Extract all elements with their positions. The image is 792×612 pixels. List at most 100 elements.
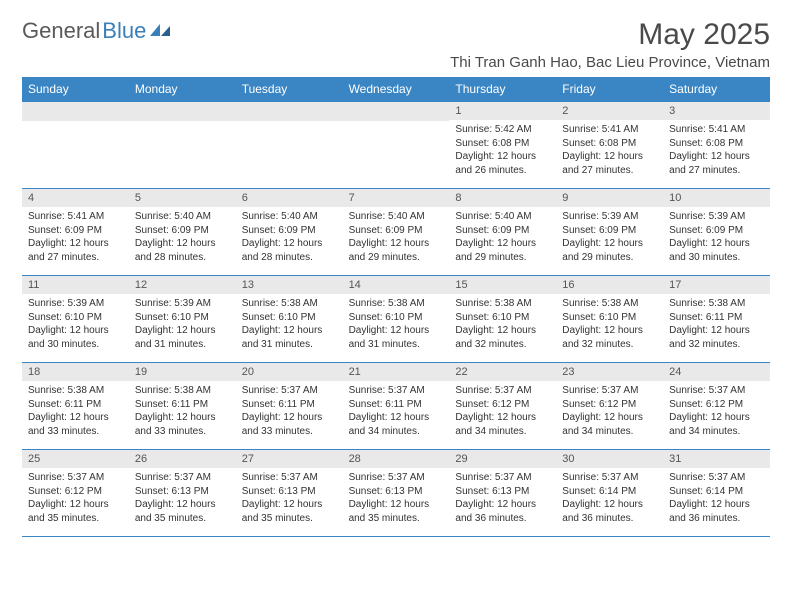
sunset-text: Sunset: 6:08 PM: [455, 137, 550, 151]
sunrise-text: Sunrise: 5:37 AM: [28, 471, 123, 485]
sunrise-text: Sunrise: 5:41 AM: [669, 123, 764, 137]
daylight-text: Daylight: 12 hours and 32 minutes.: [669, 324, 764, 351]
day-number: 15: [449, 276, 556, 294]
day-cell: 24Sunrise: 5:37 AMSunset: 6:12 PMDayligh…: [663, 363, 770, 449]
sunset-text: Sunset: 6:11 PM: [242, 398, 337, 412]
sunrise-text: Sunrise: 5:37 AM: [455, 384, 550, 398]
day-body: Sunrise: 5:37 AMSunset: 6:13 PMDaylight:…: [343, 468, 450, 531]
day-number: 13: [236, 276, 343, 294]
day-cell: 4 Sunrise: 5:41 AMSunset: 6:09 PMDaylight…: [22, 189, 129, 275]
sunset-text: Sunset: 6:13 PM: [242, 485, 337, 499]
day-cell: 19Sunrise: 5:38 AMSunset: 6:11 PMDayligh…: [129, 363, 236, 449]
sunrise-text: Sunrise: 5:38 AM: [562, 297, 657, 311]
day-number: 4: [22, 189, 129, 207]
week-row: 18Sunrise: 5:38 AMSunset: 6:11 PMDayligh…: [22, 362, 770, 449]
day-number: 25: [22, 450, 129, 468]
day-cell: 15Sunrise: 5:38 AMSunset: 6:10 PMDayligh…: [449, 276, 556, 362]
sunrise-text: Sunrise: 5:41 AM: [562, 123, 657, 137]
daylight-text: Daylight: 12 hours and 28 minutes.: [135, 237, 230, 264]
sunrise-text: Sunrise: 5:37 AM: [349, 384, 444, 398]
day-number: 16: [556, 276, 663, 294]
sunset-text: Sunset: 6:09 PM: [28, 224, 123, 238]
day-body: Sunrise: 5:37 AMSunset: 6:11 PMDaylight:…: [236, 381, 343, 444]
day-cell: 8Sunrise: 5:40 AMSunset: 6:09 PMDaylight…: [449, 189, 556, 275]
sunrise-text: Sunrise: 5:37 AM: [455, 471, 550, 485]
daylight-text: Daylight: 12 hours and 27 minutes.: [669, 150, 764, 177]
day-number: 22: [449, 363, 556, 381]
sunrise-text: Sunrise: 5:41 AM: [28, 210, 123, 224]
weekday-header: Friday: [556, 77, 663, 101]
day-body: Sunrise: 5:41 AMSunset: 6:08 PMDaylight:…: [663, 120, 770, 183]
day-number: 23: [556, 363, 663, 381]
day-body: Sunrise: 5:40 AMSunset: 6:09 PMDaylight:…: [449, 207, 556, 270]
day-body: Sunrise: 5:37 AMSunset: 6:13 PMDaylight:…: [129, 468, 236, 531]
sunrise-text: Sunrise: 5:38 AM: [242, 297, 337, 311]
sunset-text: Sunset: 6:10 PM: [28, 311, 123, 325]
brand-part1: General: [22, 18, 100, 44]
weekday-header: Sunday: [22, 77, 129, 101]
sunset-text: Sunset: 6:09 PM: [349, 224, 444, 238]
day-body: Sunrise: 5:40 AMSunset: 6:09 PMDaylight:…: [129, 207, 236, 270]
daylight-text: Daylight: 12 hours and 29 minutes.: [349, 237, 444, 264]
daylight-text: Daylight: 12 hours and 29 minutes.: [455, 237, 550, 264]
day-cell: [343, 102, 450, 188]
day-cell: 23Sunrise: 5:37 AMSunset: 6:12 PMDayligh…: [556, 363, 663, 449]
daylight-text: Daylight: 12 hours and 33 minutes.: [135, 411, 230, 438]
day-body: Sunrise: 5:38 AMSunset: 6:10 PMDaylight:…: [556, 294, 663, 357]
day-body: Sunrise: 5:40 AMSunset: 6:09 PMDaylight:…: [236, 207, 343, 270]
header: General Blue May 2025 Thi Tran Ganh Hao,…: [22, 18, 770, 71]
day-body: Sunrise: 5:38 AMSunset: 6:10 PMDaylight:…: [343, 294, 450, 357]
daylight-text: Daylight: 12 hours and 33 minutes.: [242, 411, 337, 438]
weekday-header: Saturday: [663, 77, 770, 101]
sunset-text: Sunset: 6:10 PM: [242, 311, 337, 325]
sunset-text: Sunset: 6:09 PM: [242, 224, 337, 238]
sunset-text: Sunset: 6:12 PM: [28, 485, 123, 499]
day-cell: 26Sunrise: 5:37 AMSunset: 6:13 PMDayligh…: [129, 450, 236, 536]
day-number: 3: [663, 102, 770, 120]
week-row: 25Sunrise: 5:37 AMSunset: 6:12 PMDayligh…: [22, 449, 770, 537]
day-number: 7: [343, 189, 450, 207]
day-body: Sunrise: 5:37 AMSunset: 6:14 PMDaylight:…: [663, 468, 770, 531]
sunset-text: Sunset: 6:14 PM: [669, 485, 764, 499]
day-number: 9: [556, 189, 663, 207]
day-cell: 29Sunrise: 5:37 AMSunset: 6:13 PMDayligh…: [449, 450, 556, 536]
day-number: 14: [343, 276, 450, 294]
sunset-text: Sunset: 6:10 PM: [455, 311, 550, 325]
week-row: 11 Sunrise: 5:39 AM Sunset: 6:10 PM Dayligh…: [22, 275, 770, 362]
day-number: 1: [449, 102, 556, 120]
day-cell: 22Sunrise: 5:37 AMSunset: 6:12 PMDayligh…: [449, 363, 556, 449]
day-cell: 6Sunrise: 5:40 AMSunset: 6:09 PMDaylight…: [236, 189, 343, 275]
day-number: 26: [129, 450, 236, 468]
daylight-text: Daylight: 12 hours and 28 minutes.: [242, 237, 337, 264]
day-body: Sunrise: 5:39 AMSunset: 6:09 PMDaylight:…: [556, 207, 663, 270]
day-cell: 18Sunrise: 5:38 AMSunset: 6:11 PMDayligh…: [22, 363, 129, 449]
day-cell: [129, 102, 236, 188]
daylight-text: Daylight: 12 hours and 27 minutes.: [28, 237, 123, 264]
day-body: Sunrise: 5:37 AMSunset: 6:12 PMDaylight:…: [449, 381, 556, 444]
sunrise-text: Sunrise: 5:39 AM: [135, 297, 230, 311]
day-body: Sunrise: 5:42 AMSunset: 6:08 PMDaylight:…: [449, 120, 556, 183]
day-cell: 13Sunrise: 5:38 AMSunset: 6:10 PMDayligh…: [236, 276, 343, 362]
day-body: Sunrise: 5:37 AMSunset: 6:13 PMDaylight:…: [449, 468, 556, 531]
day-number: 11: [22, 276, 129, 294]
day-body: Sunrise: 5:38 AMSunset: 6:10 PMDaylight:…: [449, 294, 556, 357]
calendar: Sunday Monday Tuesday Wednesday Thursday…: [22, 77, 770, 537]
day-number: [22, 102, 129, 121]
day-number: 12: [129, 276, 236, 294]
sunrise-text: Sunrise: 5:37 AM: [349, 471, 444, 485]
day-number: 31: [663, 450, 770, 468]
sunrise-text: Sunrise: 5:37 AM: [242, 471, 337, 485]
brand-logo: General Blue: [22, 18, 172, 44]
daylight-text: Daylight: 12 hours and 34 minutes.: [455, 411, 550, 438]
day-cell: 1Sunrise: 5:42 AMSunset: 6:08 PMDaylight…: [449, 102, 556, 188]
day-body: Sunrise: 5:40 AMSunset: 6:09 PMDaylight:…: [343, 207, 450, 270]
day-number: 27: [236, 450, 343, 468]
day-number: 10: [663, 189, 770, 207]
day-cell: 14Sunrise: 5:38 AMSunset: 6:10 PMDayligh…: [343, 276, 450, 362]
sunrise-text: Sunrise: 5:38 AM: [349, 297, 444, 311]
sunrise-text: Sunrise: 5:40 AM: [349, 210, 444, 224]
sunrise-text: Sunrise: 5:38 AM: [28, 384, 123, 398]
daylight-text: Daylight: 12 hours and 34 minutes.: [349, 411, 444, 438]
location-text: Thi Tran Ganh Hao, Bac Lieu Province, Vi…: [450, 54, 770, 71]
day-number: 28: [343, 450, 450, 468]
